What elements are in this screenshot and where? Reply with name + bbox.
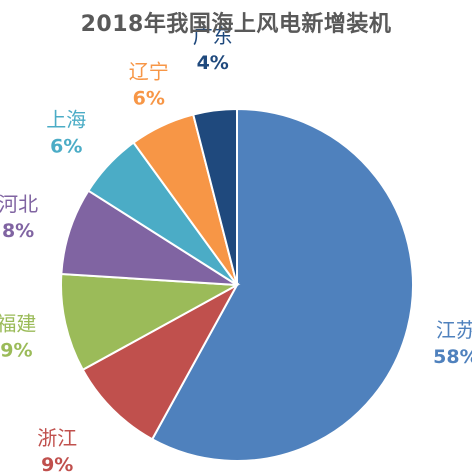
- slice-value-0: 58%: [433, 346, 472, 368]
- slice-label-1: 浙江: [37, 426, 77, 450]
- slice-label-0: 江苏: [436, 318, 472, 342]
- chart-title: 2018年我国海上风电新增装机: [80, 12, 392, 37]
- slice-value-6: 4%: [197, 52, 229, 74]
- slice-label-5: 辽宁: [129, 60, 169, 84]
- slice-label-2: 福建: [0, 311, 36, 335]
- slice-value-4: 6%: [50, 135, 82, 157]
- slice-value-5: 6%: [133, 88, 165, 110]
- slice-value-2: 9%: [0, 339, 32, 361]
- pie-slice-1: [81, 282, 240, 441]
- slice-value-3: 8%: [2, 220, 34, 242]
- slice-label-6: 广东: [193, 24, 233, 48]
- pie-slice-0: [150, 107, 414, 462]
- pie-slice-6: [192, 107, 238, 286]
- slice-label-3: 河北: [0, 192, 38, 216]
- pie-slice-2: [60, 272, 241, 372]
- slice-label-4: 上海: [46, 107, 86, 131]
- slice-value-1: 9%: [41, 454, 73, 472]
- pie-slice-3: [60, 189, 238, 286]
